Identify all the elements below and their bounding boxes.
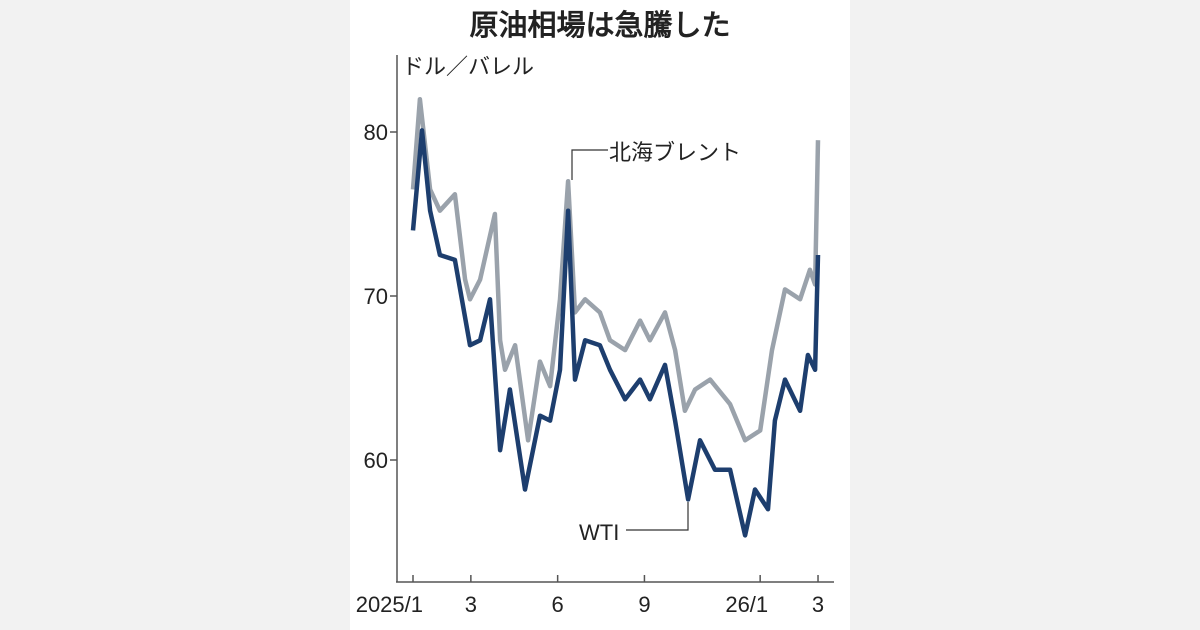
wti-annotation: WTI (579, 502, 689, 545)
y-tick-label: 80 (364, 120, 388, 145)
wti-leader-line (626, 502, 689, 531)
line-chart: ドル／バレル 60 70 80 2025/1 3 6 9 26/1 3 北海ブレント WTI (356, 55, 834, 617)
x-tick-label: 26/1 (725, 592, 768, 617)
y-axis-unit-label: ドル／バレル (402, 55, 534, 80)
chart-panel: 原油相場は急騰した ドル／バレル 60 70 80 2025/1 3 6 9 26/1 3 北海… (350, 0, 850, 630)
x-tick-label: 6 (552, 592, 564, 617)
y-tick-label: 70 (364, 284, 388, 309)
brent-leader-line (571, 149, 608, 180)
wti-label: WTI (579, 520, 619, 545)
brent-label: 北海ブレント (609, 141, 741, 166)
wti-series-line (410, 128, 821, 538)
y-tick-label: 60 (364, 448, 388, 473)
x-tick-label: 2025/1 (356, 592, 423, 617)
x-tick-label: 9 (638, 592, 650, 617)
brent-series-line (410, 96, 821, 443)
brent-annotation: 北海ブレント (571, 141, 741, 180)
x-tick-label: 3 (465, 592, 477, 617)
chart-title: 原油相場は急騰した (469, 8, 731, 42)
x-tick-label: 3 (812, 592, 824, 617)
